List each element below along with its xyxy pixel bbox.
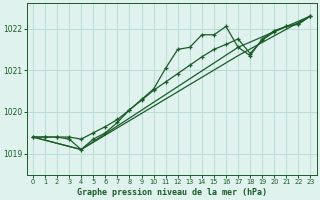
X-axis label: Graphe pression niveau de la mer (hPa): Graphe pression niveau de la mer (hPa) bbox=[77, 188, 267, 197]
